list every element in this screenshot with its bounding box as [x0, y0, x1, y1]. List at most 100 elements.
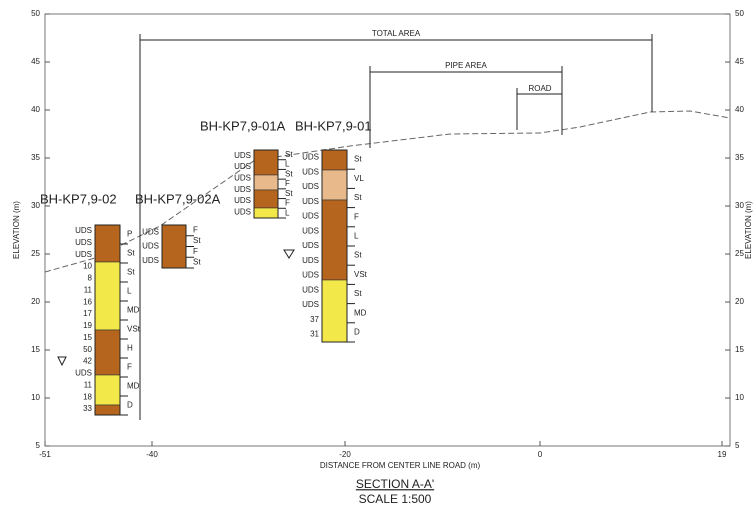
- sample-label: 19: [83, 321, 92, 330]
- x-tick-label: -20: [339, 450, 351, 459]
- soil-layer: [254, 208, 278, 218]
- y-tick-label: 45: [31, 57, 40, 66]
- sample-label: UDS: [75, 238, 92, 247]
- sample-label: UDS: [302, 256, 319, 265]
- soil-label: St: [285, 189, 293, 198]
- y-tick-label: 10: [31, 393, 40, 402]
- sample-label: UDS: [302, 197, 319, 206]
- soil-label: D: [354, 328, 360, 337]
- road-label: ROAD: [528, 84, 551, 93]
- soil-label: D: [127, 401, 133, 410]
- soil-label: P: [127, 230, 132, 239]
- sample-label: UDS: [234, 207, 251, 216]
- borehole-name: BH-KP7,9-02: [40, 191, 117, 206]
- soil-layer: [254, 190, 278, 208]
- borehole-name: BH-KP7,9-01A: [200, 118, 286, 133]
- y-tick-label-right: 10: [735, 393, 744, 402]
- sample-label: 42: [83, 357, 92, 366]
- soil-label: MD: [127, 382, 140, 391]
- y-tick-label: 40: [31, 105, 40, 114]
- sample-label: UDS: [234, 196, 251, 205]
- sample-label: 17: [83, 309, 92, 318]
- y-tick-label-right: 5: [735, 441, 740, 450]
- y-axis-label-right: ELEVATION (m): [744, 201, 753, 259]
- x-tick-label: -40: [146, 450, 158, 459]
- sample-label: 11: [84, 285, 93, 294]
- pipe-area-label: PIPE AREA: [445, 61, 487, 70]
- soil-layer: [95, 375, 120, 405]
- sample-label: 10: [83, 262, 92, 271]
- soil-label: F: [193, 247, 198, 256]
- soil-label: VSt: [127, 325, 141, 334]
- y-tick-label-right: 40: [735, 105, 744, 114]
- soil-label: F: [285, 179, 290, 188]
- soil-layer: [322, 280, 347, 342]
- sample-label: UDS: [302, 271, 319, 280]
- soil-label: MD: [354, 308, 367, 317]
- y-tick-label-right: 15: [735, 345, 744, 354]
- soil-label: L: [354, 232, 359, 241]
- sample-label: 8: [88, 274, 93, 283]
- sample-label: 31: [310, 330, 319, 339]
- sample-label: UDS: [302, 241, 319, 250]
- sample-label: UDS: [234, 162, 251, 171]
- soil-label: VSt: [354, 270, 368, 279]
- soil-layer: [95, 405, 120, 415]
- borehole-name: BH-KP7,9-02A: [135, 191, 221, 206]
- soil-label: F: [127, 363, 132, 372]
- sample-label: UDS: [142, 227, 159, 236]
- soil-label: St: [285, 150, 293, 159]
- sample-label: UDS: [234, 173, 251, 182]
- soil-label: St: [127, 249, 135, 258]
- y-tick-label-right: 50: [735, 9, 744, 18]
- soil-layer: [254, 175, 278, 190]
- borehole-name: BH-KP7,9-01: [295, 118, 372, 133]
- y-tick-label-right: 25: [735, 249, 744, 258]
- y-axis-label: ELEVATION (m): [12, 201, 21, 259]
- soil-layer: [95, 330, 120, 375]
- sample-label: UDS: [234, 151, 251, 160]
- sample-label: UDS: [302, 300, 319, 309]
- sample-label: UDS: [75, 250, 92, 259]
- y-tick-label-right: 45: [735, 57, 744, 66]
- soil-layer: [95, 225, 120, 262]
- scale-label: SCALE 1:500: [359, 492, 432, 506]
- y-tick-label-right: 30: [735, 201, 744, 210]
- sample-label: UDS: [302, 226, 319, 235]
- soil-layer: [322, 170, 347, 200]
- sample-label: UDS: [302, 285, 319, 294]
- soil-label: St: [354, 251, 362, 260]
- soil-label: St: [354, 155, 362, 164]
- x-tick-label: -51: [39, 450, 51, 459]
- soil-label: F: [193, 225, 198, 234]
- sample-label: 33: [83, 404, 92, 413]
- soil-layer: [254, 150, 278, 175]
- x-axis-label: DISTANCE FROM CENTER LINE ROAD (m): [320, 461, 481, 470]
- y-tick-label: 5: [36, 441, 41, 450]
- sample-label: UDS: [234, 185, 251, 194]
- y-tick-label-right: 20: [735, 297, 744, 306]
- sample-label: 16: [83, 297, 92, 306]
- sample-label: 37: [310, 315, 319, 324]
- sample-label: UDS: [302, 152, 319, 161]
- sample-label: UDS: [75, 226, 92, 235]
- y-tick-label-right: 35: [735, 153, 744, 162]
- y-tick-label: 20: [31, 297, 40, 306]
- section-title: SECTION A-A': [356, 477, 434, 491]
- soil-label: St: [285, 169, 293, 178]
- sample-label: UDS: [142, 242, 159, 251]
- soil-label: L: [127, 287, 132, 296]
- soil-label: H: [127, 344, 133, 353]
- sample-label: UDS: [302, 167, 319, 176]
- soil-layer: [95, 262, 120, 330]
- sample-label: 15: [83, 333, 92, 342]
- soil-label: St: [354, 193, 362, 202]
- x-tick-label: 19: [718, 450, 727, 459]
- soil-layer: [322, 150, 347, 170]
- y-tick-label: 50: [31, 9, 40, 18]
- soil-layer: [162, 225, 186, 268]
- soil-label: MD: [127, 306, 140, 315]
- soil-label: St: [354, 289, 362, 298]
- soil-label: L: [285, 160, 290, 169]
- sample-label: UDS: [75, 369, 92, 378]
